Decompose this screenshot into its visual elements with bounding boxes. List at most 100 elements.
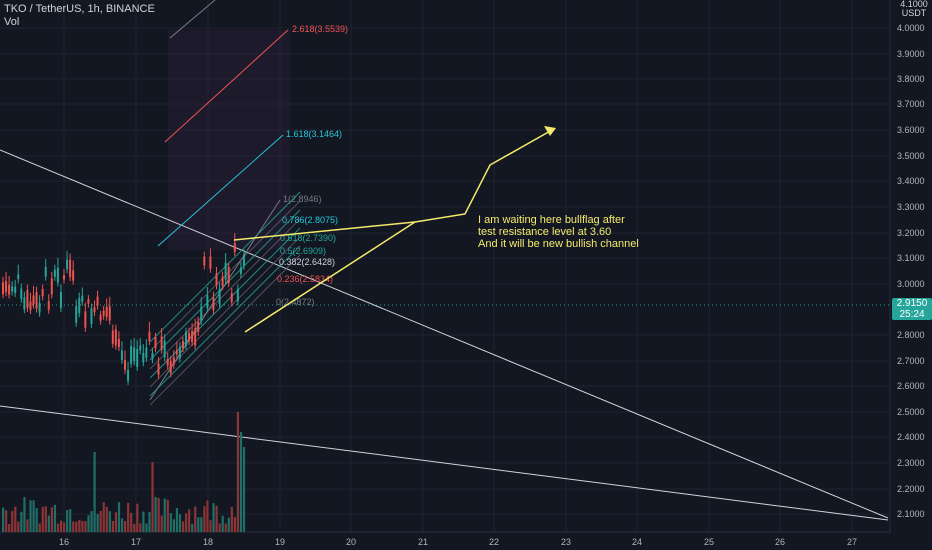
descending-trendline-upper bbox=[0, 149, 889, 519]
annotation-text-line: I am waiting here bullflag after bbox=[478, 214, 625, 226]
volume-bar bbox=[17, 521, 20, 532]
volume-bar bbox=[142, 511, 145, 532]
candle-body bbox=[32, 295, 35, 305]
volume-bar bbox=[212, 503, 215, 532]
fib-level-label: 0.5(2.6909) bbox=[280, 246, 326, 256]
volume-bar bbox=[117, 502, 121, 532]
fib-level-label: 0(2.4872) bbox=[276, 297, 315, 307]
candle-body bbox=[148, 331, 151, 341]
volume-bar bbox=[63, 522, 66, 532]
volume-bar bbox=[203, 506, 206, 532]
projection-path bbox=[414, 129, 553, 223]
volume-bar bbox=[90, 511, 93, 532]
candle-body bbox=[130, 346, 133, 364]
channel-line bbox=[149, 227, 301, 379]
volume-bar bbox=[236, 412, 240, 532]
volume-bar bbox=[26, 519, 29, 532]
volume-bar bbox=[178, 514, 182, 532]
candle-body bbox=[215, 273, 218, 286]
channel-line bbox=[149, 245, 301, 397]
candle-body bbox=[145, 347, 148, 358]
candle-body bbox=[227, 266, 230, 284]
candle-body bbox=[14, 286, 17, 294]
volume-bar bbox=[139, 523, 142, 532]
price-tick-label: 3.1000 bbox=[897, 253, 925, 263]
volume-bar bbox=[188, 509, 191, 532]
chart-legend: TKO / TetherUS, 1h, BINANCE Vol bbox=[4, 3, 155, 29]
volume-bar bbox=[163, 498, 166, 532]
candle-body bbox=[35, 292, 38, 309]
candle-body bbox=[127, 369, 130, 381]
price-tick-label: 3.0000 bbox=[897, 279, 925, 289]
volume-bar bbox=[215, 505, 218, 532]
time-tick-label: 22 bbox=[489, 537, 499, 547]
candles-group bbox=[2, 233, 245, 385]
candle-body bbox=[172, 357, 175, 365]
time-tick-label: 20 bbox=[346, 537, 356, 547]
candle-body bbox=[206, 295, 209, 308]
fib-extension-shade bbox=[168, 30, 290, 250]
volume-group bbox=[2, 412, 246, 532]
candle-body bbox=[59, 292, 62, 309]
volume-bar bbox=[23, 497, 26, 532]
candle-body bbox=[11, 286, 14, 292]
candle-body bbox=[185, 331, 187, 347]
volume-bar bbox=[99, 510, 102, 532]
volume-bar bbox=[145, 523, 148, 532]
volume-bar bbox=[111, 521, 114, 532]
time-tick-label: 27 bbox=[847, 537, 857, 547]
volume-bar bbox=[127, 502, 130, 532]
currency-label[interactable]: 4.1000 USDT bbox=[896, 0, 932, 18]
price-tick-label: 2.3000 bbox=[897, 458, 925, 468]
annotation-text-line: test resistance level at 3.60 bbox=[478, 226, 611, 238]
volume-bar bbox=[11, 511, 14, 532]
volume-bar bbox=[50, 507, 53, 532]
price-tick-label: 3.7000 bbox=[897, 99, 925, 109]
candle-body bbox=[117, 338, 120, 348]
candle-body bbox=[108, 306, 111, 321]
annotation-text-line: And it will be new bullish channel bbox=[478, 238, 639, 250]
candle-body bbox=[75, 306, 78, 323]
volume-label[interactable]: Vol bbox=[4, 16, 20, 28]
price-tick-label: 2.1000 bbox=[897, 509, 925, 519]
time-tick-label: 16 bbox=[59, 537, 69, 547]
symbol-title[interactable]: TKO / TetherUS, 1h, BINANCE bbox=[4, 3, 155, 15]
volume-bar bbox=[227, 517, 230, 532]
volume-bar bbox=[102, 502, 105, 532]
fib-level-label: 2.618(3.5539) bbox=[292, 24, 348, 34]
price-tick-label: 2.8000 bbox=[897, 330, 925, 340]
candle-body bbox=[224, 262, 227, 280]
price-tick-label: 3.3000 bbox=[897, 202, 925, 212]
volume-bar bbox=[87, 515, 90, 532]
candle-body bbox=[139, 345, 142, 351]
time-tick-label: 18 bbox=[203, 537, 213, 547]
volume-bar bbox=[230, 506, 233, 532]
volume-bar bbox=[96, 513, 99, 532]
current-price-value: 2.9150 bbox=[896, 298, 928, 309]
candle-body bbox=[124, 359, 126, 370]
candle-body bbox=[29, 301, 32, 311]
fib-level-label: 1.618(3.1464) bbox=[286, 129, 342, 139]
candle-body bbox=[38, 303, 41, 313]
fib-line-1618 bbox=[157, 134, 284, 247]
candle-body bbox=[8, 284, 11, 295]
channel-line bbox=[149, 218, 301, 370]
volume-bar bbox=[35, 508, 38, 532]
candle-body bbox=[50, 278, 53, 295]
price-tick-label: 2.5000 bbox=[897, 407, 925, 417]
candle-body bbox=[17, 274, 20, 280]
fib-level-label: 0.786(2.8075) bbox=[282, 215, 338, 225]
currency-code: USDT bbox=[901, 8, 927, 18]
candle-body bbox=[175, 349, 178, 355]
candle-body bbox=[188, 333, 191, 341]
volume-bar bbox=[14, 506, 17, 532]
fib-line-2618 bbox=[164, 29, 289, 143]
candle-body bbox=[44, 266, 47, 277]
candle-body bbox=[221, 276, 224, 286]
volume-bar bbox=[66, 510, 69, 532]
volume-bar bbox=[209, 520, 212, 532]
candle-body bbox=[53, 269, 56, 277]
volume-bar bbox=[69, 509, 72, 532]
